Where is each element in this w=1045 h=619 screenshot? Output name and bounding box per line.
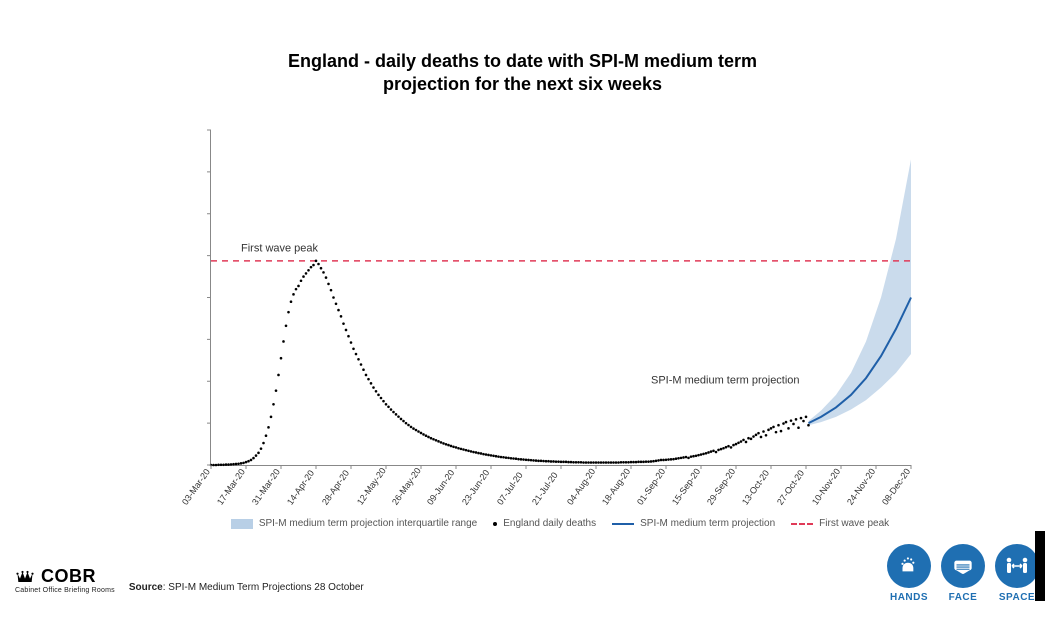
annotation-projection: SPI-M medium term projection [651,374,800,386]
legend-item: SPI-M medium term projection [612,518,775,529]
legend-swatch [612,523,634,525]
safety-badges: HANDS FACE SPACE [887,544,1039,603]
source-label: Source [129,582,163,593]
space-icon [995,544,1039,588]
legend-swatch [791,523,813,525]
legend-label: First wave peak [819,518,889,529]
badge-hands: HANDS [887,544,931,603]
footer: COBR Cabinet Office Briefing Rooms Sourc… [15,566,364,594]
chart-title: England - daily deaths to date with SPI-… [0,50,1045,97]
x-tick: 07-Jul-20 [495,470,525,506]
legend-item: First wave peak [791,518,889,529]
plot-area: First wave peak SPI-M medium term project… [210,130,911,466]
x-tick: 31-Mar-20 [250,467,282,507]
title-line-2: projection for the next six weeks [383,74,662,94]
chart-svg: First wave peak SPI-M medium term project… [211,130,911,465]
badge-label: FACE [949,592,978,603]
x-tick: 21-Jul-20 [530,470,560,506]
x-tick: 26-May-20 [390,466,423,507]
face-icon [941,544,985,588]
x-tick: 23-Jun-20 [460,468,491,507]
x-tick: 12-May-20 [355,466,388,507]
x-tick: 18-Aug-20 [600,467,632,507]
x-tick: 28-Apr-20 [320,468,351,507]
x-tick: 15-Sep-20 [670,467,702,507]
source-line: Source: SPI-M Medium Term Projections 28… [129,582,364,594]
legend-swatch [231,519,253,529]
legend-label: SPI-M medium term projection interquarti… [259,518,477,529]
legend-label: England daily deaths [503,518,596,529]
x-tick: 04-Aug-20 [565,467,597,507]
edge-crop-bar [1035,531,1045,601]
cobr-text: COBR [41,566,96,587]
hands-icon [887,544,931,588]
badge-space: SPACE [995,544,1039,603]
legend-label: SPI-M medium term projection [640,518,775,529]
x-tick: 14-Apr-20 [285,468,316,507]
scatter-series [210,260,810,467]
x-tick: 27-Oct-20 [775,468,806,507]
source-text: : SPI-M Medium Term Projections 28 Octob… [163,582,364,593]
legend-swatch [493,522,497,526]
x-tick: 01-Sep-20 [635,467,667,507]
x-tick: 29-Sep-20 [705,467,737,507]
x-tick: 08-Dec-20 [880,467,912,507]
x-tick: 13-Oct-20 [740,468,771,507]
crown-icon [15,567,35,587]
x-tick: 09-Jun-20 [425,468,456,507]
title-line-1: England - daily deaths to date with SPI-… [288,51,757,71]
badge-face: FACE [941,544,985,603]
legend-item: SPI-M medium term projection interquarti… [231,518,477,529]
x-tick: 10-Nov-20 [810,467,842,507]
badge-label: SPACE [999,592,1035,603]
legend-item: England daily deaths [493,518,596,529]
annotation-first-wave-peak: First wave peak [241,242,319,254]
x-tick: 03-Mar-20 [180,467,212,507]
cobr-logo: COBR Cabinet Office Briefing Rooms [15,566,115,594]
cobr-subtext: Cabinet Office Briefing Rooms [15,587,115,594]
x-tick: 17-Mar-20 [215,467,247,507]
chart-legend: SPI-M medium term projection interquarti… [210,518,910,529]
x-tick: 24-Nov-20 [845,467,877,507]
badge-label: HANDS [890,592,928,603]
